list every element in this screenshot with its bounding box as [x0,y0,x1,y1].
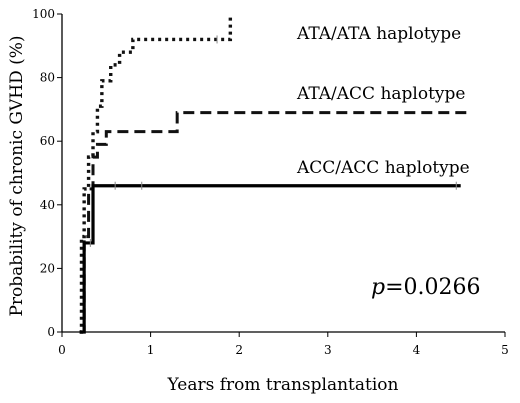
y-tick-label: 40 [40,198,55,212]
y-tick-label: 60 [40,134,55,148]
series-label-ata-acc: ATA/ACC haplotype [296,84,465,104]
x-tick-label: 0 [58,343,66,357]
x-tick-label: 1 [147,343,155,357]
y-tick-label: 100 [32,7,55,21]
p-value-annotation: p=0.0266 [371,275,481,300]
x-tick-label: 2 [235,343,243,357]
series-line-2 [79,111,470,334]
y-axis-title: Probability of chronic GVHD (%) [7,35,27,316]
series-line-3 [79,184,461,334]
y-tick-label: 0 [47,325,55,339]
series-line-1 [79,14,233,334]
y-tick-label: 80 [40,71,55,85]
y-tick-label: 20 [40,261,55,275]
p-value-symbol: p [371,275,385,300]
x-tick-label: 5 [501,343,509,357]
x-tick-label: 3 [324,343,332,357]
series-label-acc-acc: ACC/ACC haplotype [296,158,470,178]
x-tick-label: 4 [413,343,421,357]
x-axis-title: Years from transplantation [167,375,399,395]
p-value-number: =0.0266 [385,275,480,300]
series-label-ata-ata: ATA/ATA haplotype [296,24,461,44]
